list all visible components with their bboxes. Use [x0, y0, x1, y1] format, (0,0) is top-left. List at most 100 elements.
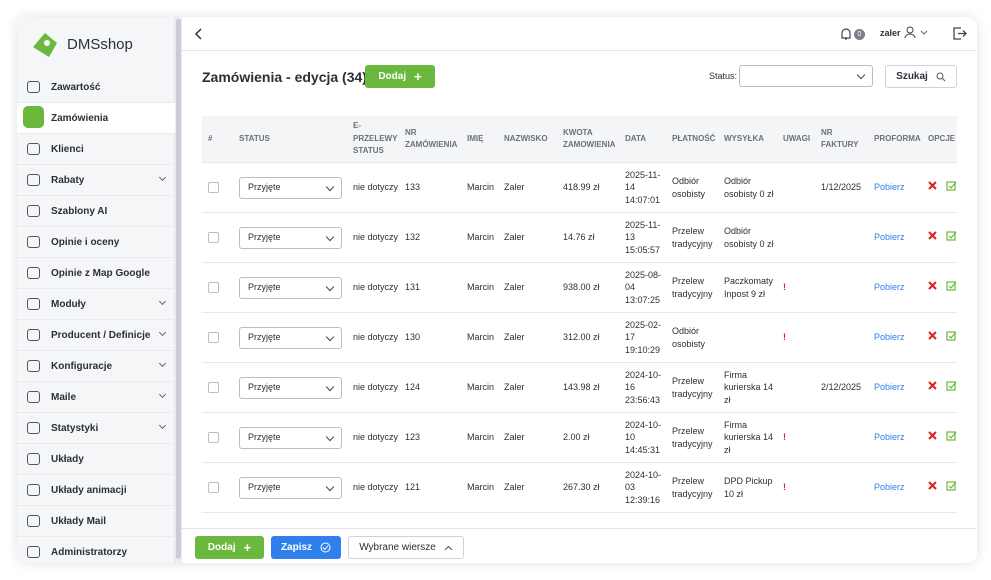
column-header: NR ZAMÓWIENIA — [405, 127, 458, 150]
row-checkbox[interactable] — [208, 282, 219, 293]
menu-chevron — [158, 359, 167, 368]
menu-item[interactable]: Opinie z Map Google — [17, 258, 175, 289]
row-actions[interactable] — [928, 431, 957, 441]
cell: 121 — [399, 481, 461, 494]
row-checkbox[interactable] — [208, 432, 219, 443]
proforma-text[interactable]: Pobierz — [874, 332, 905, 343]
shipping-text: Firma kurierska 14 zł — [724, 369, 774, 405]
menu-item[interactable]: Układy animacji — [17, 475, 175, 506]
status-select[interactable]: Przyjęte — [239, 326, 342, 349]
menu-label: Szablony AI — [51, 205, 108, 217]
menu-item[interactable]: Statystyki — [17, 413, 175, 444]
cell: Zaler — [498, 181, 557, 194]
table-row: Przyjęte nie dotyczy 124 Marcin Zaler 143.98 … — [202, 363, 957, 413]
cell: Firma kurierska 14 zł — [718, 419, 777, 457]
table-row: Przyjęte nie dotyczy 130 Marcin Zaler 312.00 … — [202, 313, 957, 363]
menu-chevron — [158, 173, 167, 182]
app-window: DMSshop Zawartość Zamówienia Klienci Rabaty… — [17, 17, 977, 563]
user-menu[interactable] — [904, 26, 932, 40]
menu-icon — [27, 205, 40, 217]
bell-icon[interactable] — [839, 27, 853, 41]
row-checkbox[interactable] — [208, 232, 219, 243]
menu-item[interactable]: Konfiguracje — [17, 351, 175, 382]
cell: Marcin — [461, 481, 498, 494]
footer-bar: Dodaj + Zapisz Wybrane wiersze — [182, 528, 977, 563]
cell: Przelew tradycyjny — [666, 425, 718, 450]
sidebar: DMSshop Zawartość Zamówienia Klienci Rabaty… — [17, 17, 175, 563]
menu-item[interactable]: Maile — [17, 382, 175, 413]
menu-item[interactable]: Administratorzy — [17, 537, 175, 563]
cell: ! — [777, 481, 815, 494]
invoice-text: 2/12/2025 — [821, 382, 862, 393]
footer-add-button[interactable]: Dodaj + — [195, 536, 264, 559]
status-select[interactable]: Przyjęte — [239, 376, 342, 399]
last-text: Zaler — [504, 432, 525, 443]
cell: 123 — [399, 431, 461, 444]
status-select[interactable]: Przyjęte — [239, 476, 342, 499]
menu-item[interactable]: Producent / Definicje — [17, 320, 175, 351]
row-checkbox[interactable] — [208, 332, 219, 343]
proforma-text[interactable]: Pobierz — [874, 432, 905, 443]
epay-text: nie dotyczy — [353, 482, 399, 493]
menu-item[interactable]: Moduły — [17, 289, 175, 320]
logout-icon[interactable] — [952, 26, 967, 41]
menu-label: Klienci — [51, 143, 84, 155]
cell: nie dotyczy — [347, 231, 399, 244]
table-header: # STATUS E-PRZELEWY STATUS NR ZAMÓWIENIA IMI… — [202, 116, 957, 163]
status-filter[interactable] — [739, 65, 873, 87]
menu-item[interactable]: Opinie i oceny — [17, 227, 175, 258]
last-text: Zaler — [504, 482, 525, 493]
proforma-text[interactable]: Pobierz — [874, 282, 905, 293]
epay-text: nie dotyczy — [353, 282, 399, 293]
row-checkbox[interactable] — [208, 382, 219, 393]
row-actions[interactable] — [928, 231, 957, 241]
first-text: Marcin — [467, 332, 495, 343]
row-actions[interactable] — [928, 281, 957, 291]
status-select[interactable]: Przyjęte — [239, 226, 342, 249]
search-button[interactable]: Szukaj — [885, 65, 957, 88]
back-button[interactable] — [194, 28, 204, 40]
row-checkbox[interactable] — [208, 182, 219, 193]
menu-item[interactable]: Układy — [17, 444, 175, 475]
proforma-text[interactable]: Pobierz — [874, 382, 905, 393]
row-actions[interactable] — [928, 381, 957, 391]
menu-item[interactable]: Układy Mail — [17, 506, 175, 537]
user-name[interactable]: zaler — [880, 28, 901, 38]
row-actions[interactable] — [928, 481, 957, 491]
status-select[interactable]: Przyjęte — [239, 176, 342, 199]
menu-icon — [27, 515, 40, 527]
selected-rows-button[interactable]: Wybrane wiersze — [348, 536, 464, 559]
cell: Zaler — [498, 231, 557, 244]
amount-text: 312.00 zł — [563, 332, 600, 343]
status-select[interactable]: Przyjęte — [239, 426, 342, 449]
row-actions[interactable] — [928, 331, 957, 341]
proforma-text[interactable]: Pobierz — [874, 182, 905, 193]
menu-item[interactable]: Zamówienia — [17, 103, 175, 134]
menu-chevron — [158, 297, 167, 306]
proforma-text[interactable]: Pobierz — [874, 232, 905, 243]
menu-item[interactable]: Szablony AI — [17, 196, 175, 227]
column-header: PŁATNOŚĆ — [672, 133, 716, 143]
save-button[interactable]: Zapisz — [271, 536, 341, 559]
cell — [202, 182, 233, 193]
amount-text: 2.00 zł — [563, 432, 590, 443]
cell — [202, 232, 233, 243]
add-button[interactable]: Dodaj + — [365, 65, 435, 88]
menu-label: Opinie z Map Google — [51, 267, 150, 279]
row-actions[interactable] — [928, 181, 957, 191]
menu-chevron — [158, 390, 167, 399]
status-select[interactable]: Przyjęte — [239, 276, 342, 299]
payment-text: Przelew tradycyjny — [672, 276, 713, 299]
cell: DPD Pickup 10 zł — [718, 475, 777, 500]
first-text: Marcin — [467, 182, 495, 193]
cell: Paczkomaty Inpost 9 zł — [718, 275, 777, 300]
cell: 418.99 zł — [557, 181, 619, 194]
menu-item[interactable]: Klienci — [17, 134, 175, 165]
note-text: ! — [783, 482, 786, 493]
menu-item[interactable]: Zawartość — [17, 72, 175, 103]
proforma-text[interactable]: Pobierz — [874, 482, 905, 493]
row-checkbox[interactable] — [208, 482, 219, 493]
menu-label: Moduły — [51, 298, 86, 310]
menu-item[interactable]: Rabaty — [17, 165, 175, 196]
cell: Przyjęte — [233, 226, 347, 249]
